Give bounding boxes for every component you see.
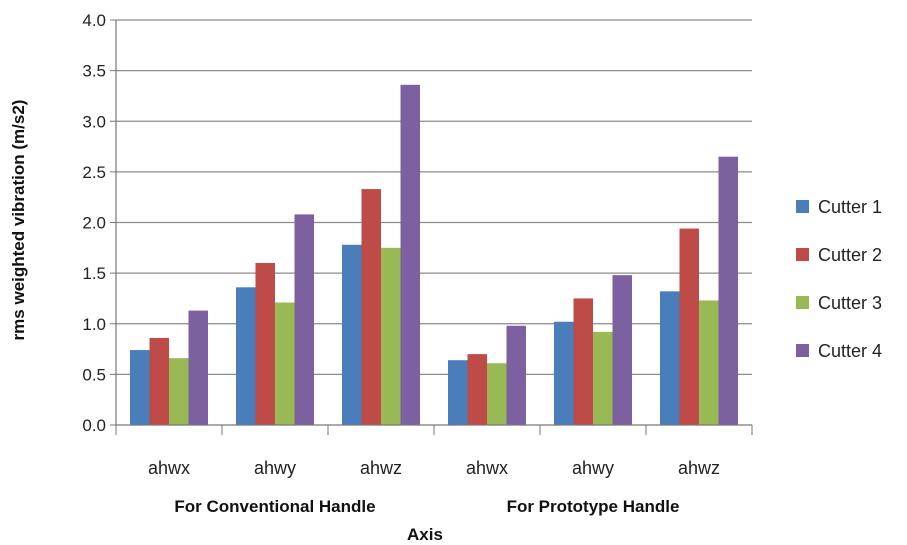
bars — [130, 84, 738, 426]
bar-cutter-1-ahwz — [660, 291, 680, 425]
y-tick-label: 1.0 — [82, 315, 106, 334]
bar-cutter-4-ahwz — [718, 156, 738, 425]
bar-cutter-3-ahwy — [593, 331, 613, 425]
x-category-label: ahwy — [572, 458, 614, 478]
bar-cutter-2-ahwx — [149, 337, 169, 425]
x-category-label: ahwx — [148, 458, 190, 478]
group-label: For Prototype Handle — [507, 497, 680, 516]
gridlines — [116, 19, 752, 375]
bar-cutter-3-ahwx — [487, 363, 507, 425]
y-tick-label: 3.0 — [82, 112, 106, 131]
bar-cutter-3-ahwy — [275, 302, 295, 425]
x-axis-title: Axis — [407, 525, 443, 544]
legend: Cutter 1 Cutter 2 Cutter 3 Cutter 4 — [796, 197, 882, 361]
bar-cutter-4-ahwx — [506, 325, 526, 425]
x-category-label: ahwz — [360, 458, 402, 478]
bar-cutter-4-ahwy — [612, 275, 632, 425]
bar-cutter-2-ahwy — [255, 263, 275, 425]
legend-label: Cutter 3 — [818, 293, 882, 313]
bar-cutter-3-ahwz — [381, 247, 401, 425]
x-category-label: ahwx — [466, 458, 508, 478]
legend-swatch — [796, 344, 809, 357]
bar-cutter-1-ahwy — [554, 321, 574, 425]
y-tick-label: 0.5 — [82, 365, 106, 384]
legend-swatch — [796, 296, 809, 309]
y-tick-label: 3.5 — [82, 62, 106, 81]
group-labels: For Conventional Handle For Prototype Han… — [174, 497, 679, 516]
legend-label: Cutter 4 — [818, 341, 882, 361]
y-tick-label: 2.0 — [82, 214, 106, 233]
legend-swatch — [796, 200, 809, 213]
bar-cutter-4-ahwy — [294, 214, 314, 425]
bar-cutter-2-ahwz — [679, 228, 699, 425]
bar-cutter-3-ahwz — [699, 300, 719, 425]
axes — [110, 19, 753, 435]
y-tick-label: 0.0 — [82, 416, 106, 435]
bar-cutter-4-ahwz — [400, 84, 420, 426]
bar-cutter-1-ahwy — [236, 287, 256, 425]
x-category-labels: ahwx ahwy ahwz ahwx ahwy ahwz — [148, 458, 720, 478]
legend-swatch — [796, 248, 809, 261]
legend-label: Cutter 2 — [818, 245, 882, 265]
x-category-label: ahwz — [678, 458, 720, 478]
y-tick-labels: 0.0 0.5 1.0 1.5 2.0 2.5 3.0 3.5 4.0 — [82, 11, 106, 435]
group-label: For Conventional Handle — [174, 497, 375, 516]
bar-cutter-2-ahwx — [467, 354, 487, 425]
y-tick-label: 2.5 — [82, 163, 106, 182]
y-tick-label: 4.0 — [82, 11, 106, 30]
y-axis-title: rms weighted vibration (m/s2) — [9, 100, 28, 341]
y-tick-label: 1.5 — [82, 264, 106, 283]
bar-cutter-2-ahwz — [361, 189, 381, 425]
bar-cutter-2-ahwy — [573, 298, 593, 425]
bar-cutter-1-ahwx — [130, 350, 150, 425]
x-category-label: ahwy — [254, 458, 296, 478]
legend-label: Cutter 1 — [818, 197, 882, 217]
bar-cutter-1-ahwz — [342, 244, 362, 425]
bar-cutter-3-ahwx — [169, 358, 189, 425]
bar-cutter-4-ahwx — [188, 310, 208, 425]
bar-cutter-1-ahwx — [448, 360, 468, 425]
